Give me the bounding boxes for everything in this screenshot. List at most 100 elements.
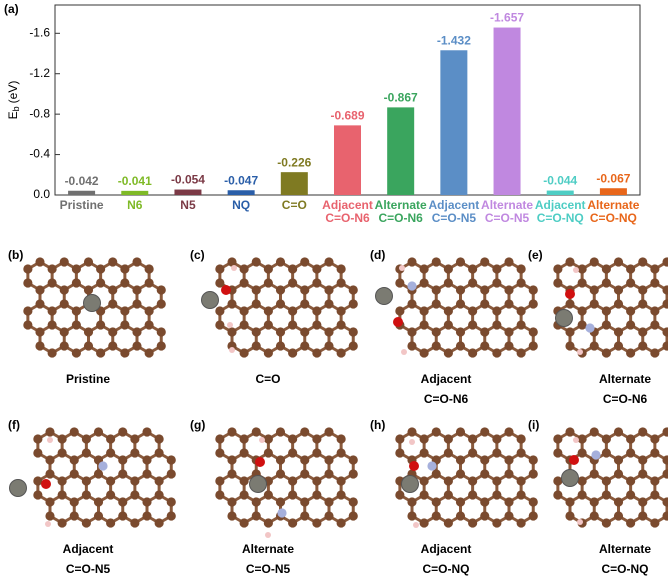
carbon-atom <box>638 427 648 437</box>
carbon-atom <box>553 476 563 486</box>
carbon-atom <box>528 497 538 507</box>
carbon-atom <box>275 469 286 479</box>
value-label: -0.226 <box>277 155 311 169</box>
carbon-atom <box>492 434 502 444</box>
carbon-atom <box>288 264 298 274</box>
x-tick-label: C=O <box>282 198 307 212</box>
carbon-atom <box>492 306 502 316</box>
carbon-atom <box>553 448 563 458</box>
carbon-atom <box>455 497 466 507</box>
carbon-atom <box>431 511 441 521</box>
carbon-atom <box>504 511 514 521</box>
carbon-atom <box>613 497 624 507</box>
carbon-atom <box>504 497 514 507</box>
carbon-atom <box>407 257 417 267</box>
carbon-atom <box>468 448 478 458</box>
carbon-atom <box>638 285 648 295</box>
carbon-atom <box>626 320 636 330</box>
carbon-atom <box>59 257 69 267</box>
carbon-atom <box>348 341 358 351</box>
carbon-atom <box>106 434 116 444</box>
carbon-atom <box>480 257 490 267</box>
carbon-atom <box>650 434 660 444</box>
carbon-atom <box>504 285 514 295</box>
carbon-atom <box>662 341 668 351</box>
bar <box>599 188 627 195</box>
carbon-atom <box>215 306 225 316</box>
carbon-atom <box>312 306 322 316</box>
carbon-atom <box>613 285 624 295</box>
carbon-atom <box>516 490 526 500</box>
carbon-atom <box>288 348 298 358</box>
carbon-atom <box>553 264 563 274</box>
carbon-atom <box>336 476 346 486</box>
carbon-atom <box>336 348 346 358</box>
carbon-atom <box>35 327 45 337</box>
carbon-atom <box>553 490 563 500</box>
carbon-atom <box>577 448 587 458</box>
carbon-atom <box>589 257 599 267</box>
y-tick-label: -1.2 <box>29 66 50 80</box>
carbon-atom <box>239 306 249 316</box>
carbon-atom <box>348 497 358 507</box>
carbon-atom <box>504 341 514 351</box>
carbon-atom <box>336 434 346 444</box>
carbon-atom <box>23 320 33 330</box>
value-label: -0.689 <box>330 109 364 123</box>
carbon-atom <box>288 306 298 316</box>
carbon-atom <box>263 490 273 500</box>
carbon-atom <box>431 285 441 295</box>
carbon-atom <box>93 427 104 437</box>
carbon-atom <box>83 341 94 351</box>
carbon-atom <box>130 434 140 444</box>
carbon-atom <box>455 299 466 309</box>
metal-atom <box>561 469 579 487</box>
carbon-atom <box>419 476 429 486</box>
carbon-atom <box>35 341 45 351</box>
carbon-atom <box>59 285 69 295</box>
structure-caption: C=O-NQ <box>601 562 648 576</box>
carbon-atom <box>227 497 237 507</box>
carbon-atom <box>577 476 587 486</box>
structure-caption: Adjacent <box>421 372 472 386</box>
hydrogen-atom <box>227 322 233 328</box>
carbon-atom <box>407 299 417 309</box>
carbon-atom <box>263 518 273 528</box>
carbon-atom <box>638 327 648 337</box>
carbon-atom <box>601 320 611 330</box>
carbon-atom <box>275 285 286 295</box>
value-label: -1.657 <box>490 11 524 25</box>
carbon-atom <box>275 299 286 309</box>
oxygen-atom <box>255 457 265 467</box>
carbon-atom <box>419 264 429 274</box>
carbon-atom <box>312 264 322 274</box>
oxygen-atom <box>41 479 51 489</box>
carbon-atom <box>71 306 81 316</box>
carbon-atom <box>239 278 249 288</box>
oxygen-atom <box>569 455 579 465</box>
carbon-atom <box>577 278 587 288</box>
carbon-atom <box>528 285 538 295</box>
nitrogen-atom <box>427 461 437 471</box>
carbon-atom <box>516 448 526 458</box>
carbon-atom <box>613 455 624 465</box>
carbon-atom <box>288 476 298 486</box>
carbon-atom <box>492 320 502 330</box>
carbon-atom <box>492 490 502 500</box>
carbon-atom <box>93 497 104 507</box>
metal-atom <box>555 309 573 327</box>
carbon-atom <box>144 320 154 330</box>
oxygen-atom <box>221 285 231 295</box>
bar <box>546 190 574 195</box>
carbon-atom <box>601 518 611 528</box>
structure-caption: C=O-N5 <box>66 562 111 576</box>
carbon-atom <box>312 434 322 444</box>
carbon-atom <box>275 455 286 465</box>
carbon-atom <box>638 497 648 507</box>
carbon-atom <box>288 518 298 528</box>
carbon-atom <box>455 285 466 295</box>
carbon-atom <box>93 511 104 521</box>
carbon-atom <box>480 497 490 507</box>
carbon-atom <box>601 434 611 444</box>
carbon-atom <box>638 469 648 479</box>
